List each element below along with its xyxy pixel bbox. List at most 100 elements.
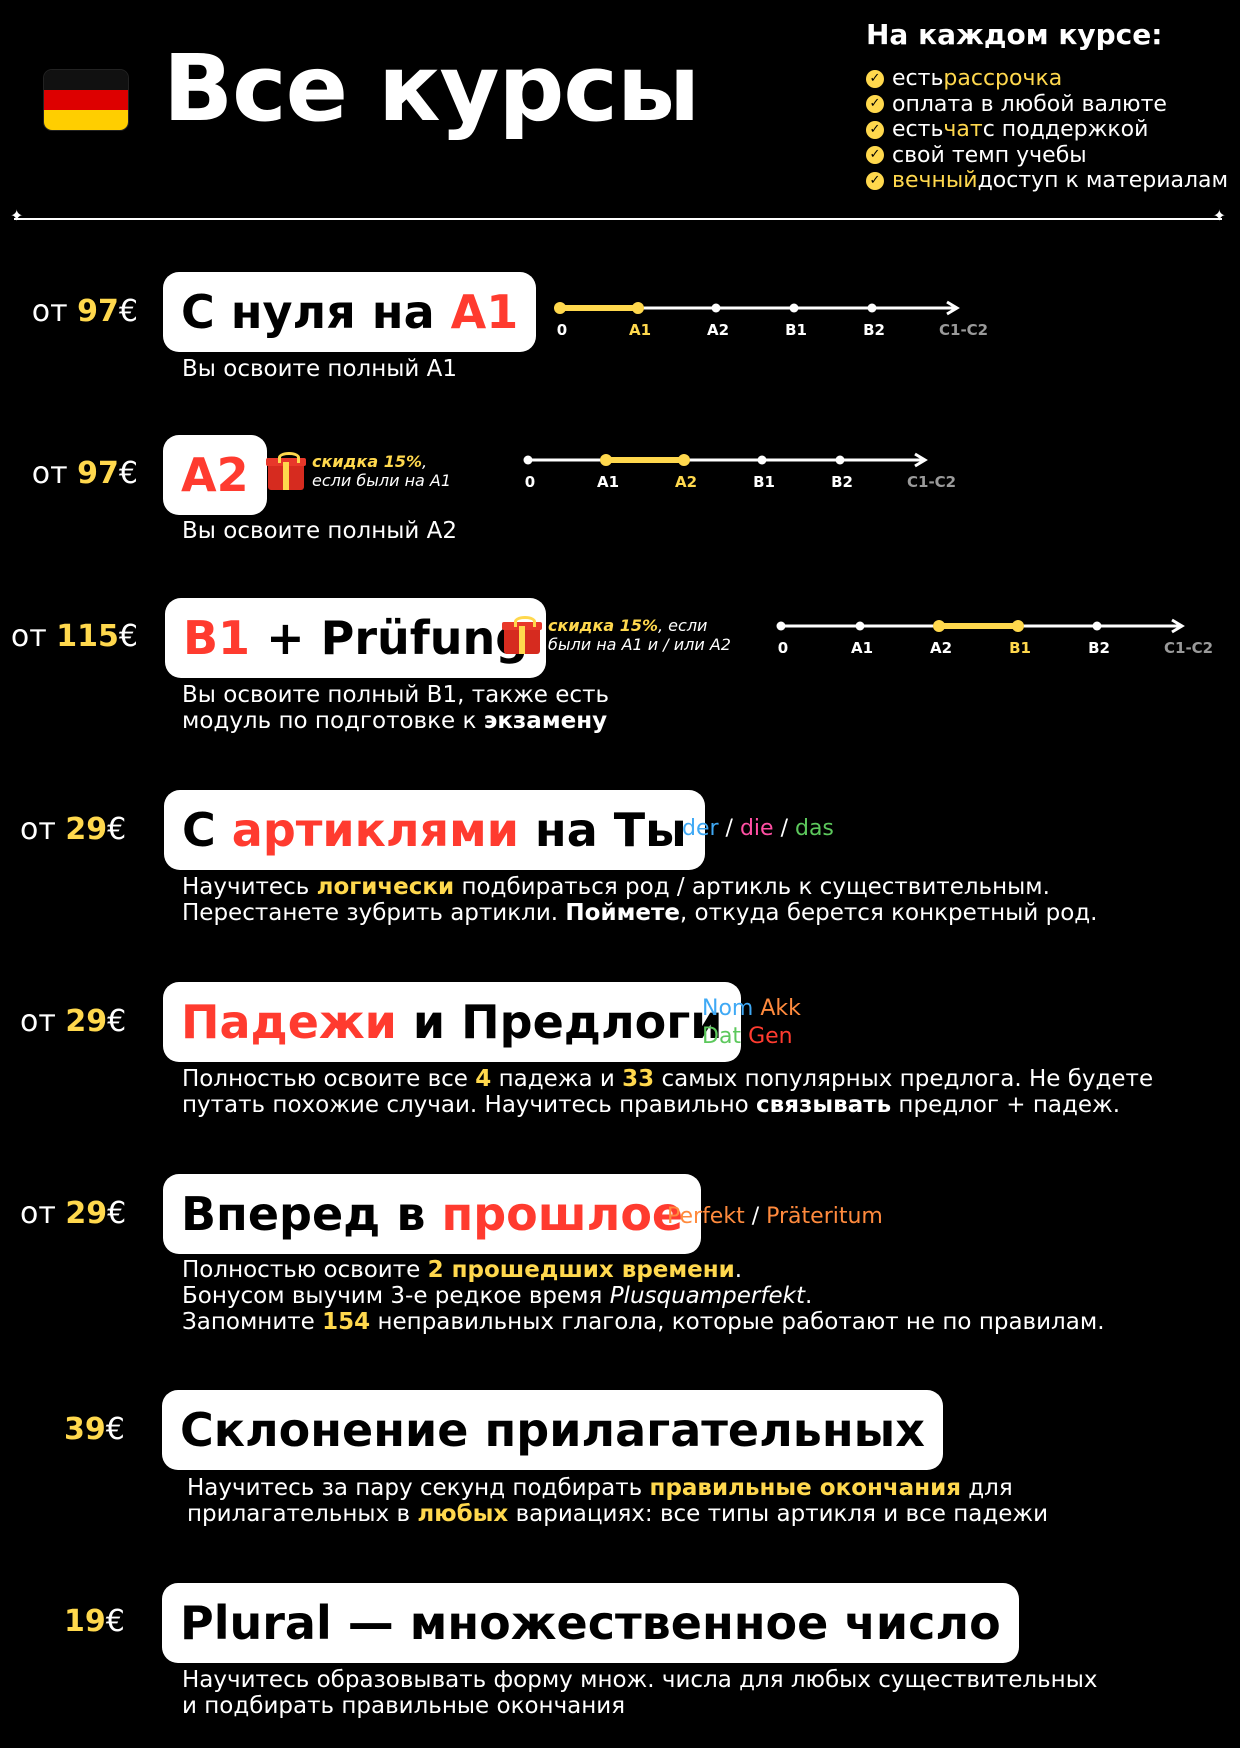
description-segment: Бонусом выучим 3-е редкое время	[182, 1283, 610, 1309]
description-segment: Вы освоите полный B1, также есть	[182, 682, 610, 708]
description-segment: для	[960, 1475, 1013, 1501]
discount-note: скидка 15%, если были на A1 и / или A2	[502, 616, 731, 654]
description-line: Вы освоите полный A1	[182, 356, 457, 382]
title-part: прошлое	[441, 1187, 684, 1241]
description-line: Перестанете зубрить артикли. Поймете, от…	[182, 900, 1097, 926]
title-part: A1	[450, 285, 519, 339]
course-price: от 115€	[10, 619, 138, 654]
description-segment: 33	[622, 1066, 655, 1092]
tag: der	[682, 816, 719, 841]
timeline-dot	[1092, 621, 1102, 631]
course-title-card[interactable]: A2	[163, 435, 267, 515]
description-segment: падежа и	[491, 1066, 623, 1092]
course-description: Научитесь логически подбираться род / ар…	[182, 874, 1097, 926]
timeline-dot	[776, 621, 786, 631]
title-part: С	[182, 803, 232, 857]
perk-item: ✓ оплата в любой валюте	[866, 92, 1228, 118]
description-segment: логически	[316, 874, 455, 900]
timeline-label: C1-C2	[1164, 639, 1213, 657]
description-segment: и подбирать правильные окончания	[182, 1693, 626, 1719]
perk-item: ✓ свой темп учебы	[866, 143, 1228, 169]
check-icon: ✓	[866, 171, 884, 190]
description-segment: .	[734, 1257, 743, 1283]
course-description: Вы освоите полный B1, также есть модуль п…	[182, 682, 609, 734]
timeline-dot	[600, 454, 612, 466]
timeline-dot	[554, 302, 566, 314]
description-segment: Полностью освоите все	[182, 1066, 476, 1092]
check-icon: ✓	[866, 95, 884, 114]
tense-tags: Perfekt / Präteritum	[667, 1204, 883, 1229]
description-line: Полностью освоите все 4 падежа и 33 самы…	[182, 1066, 1153, 1092]
perks-title: На каждом курсе:	[866, 18, 1163, 51]
description-line: Вы освоите полный B1, также есть	[182, 682, 609, 708]
course-title-card[interactable]: Вперед в прошлое	[163, 1174, 702, 1254]
tag: die	[739, 816, 774, 841]
course-price: от 29€	[20, 1004, 127, 1039]
course-title-card[interactable]: Склонение прилагательных	[162, 1390, 943, 1470]
course-price: от 97€	[31, 294, 138, 329]
timeline-label: B2	[863, 321, 885, 339]
description-line: Научитесь за пару секунд подбирать прави…	[187, 1475, 1048, 1501]
discount-note: скидка 15%, если были на A1	[266, 452, 451, 490]
description-segment: Поймете	[565, 900, 680, 926]
description-segment: 154	[322, 1309, 371, 1335]
description-segment: неправильных глагола, которые работают н…	[370, 1309, 1105, 1335]
description-line: Научитесь образовывать форму множ. числа…	[182, 1667, 1098, 1693]
timeline-label: A2	[707, 321, 729, 339]
timeline-label: A1	[851, 639, 873, 657]
title-part: Падежи	[181, 995, 397, 1049]
course-description: Научитесь образовывать форму множ. числа…	[182, 1667, 1098, 1719]
course-title-card[interactable]: С артиклями на Ты	[164, 790, 705, 870]
timeline-dot	[933, 620, 945, 632]
description-segment: экзамену	[483, 708, 608, 734]
tag: /	[773, 816, 795, 841]
description-line: Запомните 154 неправильных глагола, кото…	[182, 1309, 1105, 1335]
article-tags: der / die / das	[682, 816, 834, 841]
germany-flag-icon	[44, 70, 128, 130]
course-title-card[interactable]: B1 + Prüfung	[165, 598, 547, 678]
description-segment: Вы освоите полный A2	[182, 518, 458, 544]
timeline-label: A1	[597, 473, 619, 491]
title-part: Plural — множественное число	[180, 1596, 1001, 1650]
tag: Perfekt	[667, 1204, 745, 1229]
title-part: + Prüfung	[250, 611, 529, 665]
level-timeline: 0 A1 A2 B1 B2 C1-C2	[776, 618, 1213, 657]
check-icon: ✓	[866, 69, 884, 88]
title-part: С нуля на	[181, 285, 451, 339]
description-segment: 2 прошедших времени	[427, 1257, 735, 1283]
header-divider	[10, 206, 1226, 225]
timeline-dot	[632, 302, 644, 314]
arrow-right-icon	[914, 452, 928, 468]
perk-item: ✓ есть чат с поддержкой	[866, 117, 1228, 143]
case-tags: Nom Akk Dat Gen	[702, 996, 801, 1049]
course-title-card[interactable]: Plural — множественное число	[162, 1583, 1019, 1663]
check-icon: ✓	[866, 146, 884, 165]
timeline-label: A2	[930, 639, 952, 657]
timeline-dot	[835, 455, 845, 465]
perk-item: ✓ вечный доступ к материалам	[866, 168, 1228, 194]
description-line: модуль по подготовке к экзамену	[182, 708, 609, 734]
course-description: Вы освоите полный A1	[182, 356, 457, 382]
description-line: Бонусом выучим 3-е редкое время Plusquam…	[182, 1283, 1105, 1309]
description-segment: Полностью освоите	[182, 1257, 428, 1283]
level-timeline: 0 A1 A2 B1 B2 C1-C2	[554, 300, 988, 339]
timeline-label: 0	[557, 321, 567, 339]
description-segment: прилагательных в	[187, 1501, 418, 1527]
title-part: Склонение прилагательных	[180, 1403, 925, 1457]
description-line: Научитесь логически подбираться род / ар…	[182, 874, 1097, 900]
course-title-card[interactable]: С нуля на A1	[163, 272, 537, 352]
course-title-card[interactable]: Падежи и Предлоги	[163, 982, 741, 1062]
timeline-label: A1	[629, 321, 651, 339]
description-segment: Вы освоите полный A1	[182, 356, 458, 382]
description-segment: Перестанете зубрить артикли.	[182, 900, 566, 926]
timeline-dot	[855, 621, 865, 631]
description-segment: Запомните	[182, 1309, 323, 1335]
course-price: от 29€	[20, 812, 127, 847]
timeline-dot	[523, 455, 533, 465]
title-part: Вперед в	[181, 1187, 442, 1241]
description-segment: .	[804, 1283, 813, 1309]
course-description: Полностью освоите 2 прошедших времени. Бо…	[182, 1257, 1105, 1335]
course-price: 39€	[64, 1412, 125, 1447]
description-line: Полностью освоите 2 прошедших времени.	[182, 1257, 1105, 1283]
timeline-dot	[867, 303, 877, 313]
